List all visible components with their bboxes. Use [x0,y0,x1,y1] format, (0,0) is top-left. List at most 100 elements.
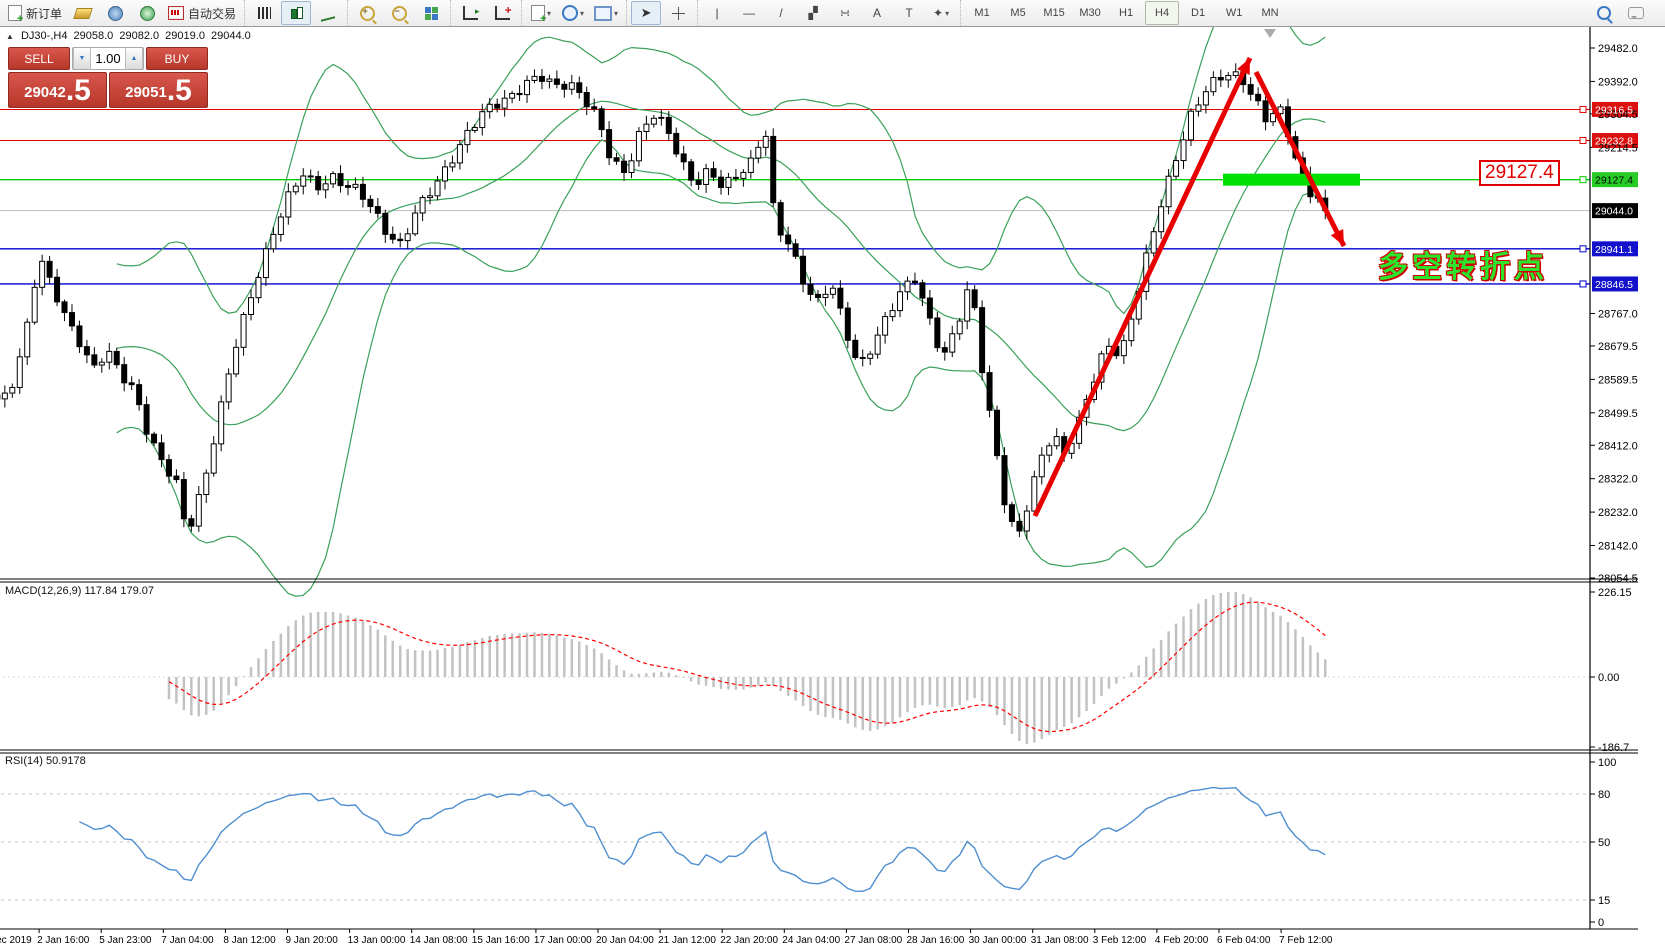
svg-text:27 Jan 08:00: 27 Jan 08:00 [844,935,902,946]
sell-price-main: 29042 [24,84,66,101]
fibonacci-icon: ∺ [840,6,851,20]
volume-increase-button[interactable]: ▲ [125,48,143,69]
svg-text:29214.5: 29214.5 [1598,142,1638,154]
channel-button[interactable]: ▞ [798,1,828,25]
turning-point-annotation[interactable]: 多空转折点 [1378,251,1548,284]
svg-text:15 Jan 16:00: 15 Jan 16:00 [472,935,530,946]
profiles-button[interactable]: ▾ [558,1,588,25]
trend-arrow[interactable] [1032,56,1253,518]
zoom-in-icon: + [359,5,375,21]
zoom-out-icon: − [391,5,407,21]
search-button[interactable] [1589,1,1619,25]
symbol-ohlc-line: ▲ DJ30-,H4 29058.0 29082.0 29019.0 29044… [6,30,254,42]
axes [0,27,1638,930]
new-order-button[interactable]: + 新订单 [4,1,66,25]
tile-windows-icon [424,6,438,20]
auto-trading-button[interactable]: 自动交易 [164,1,240,25]
volume-decrease-button[interactable]: ▼ [73,48,91,69]
time-axis[interactable] [0,929,1282,933]
svg-text:29482.0: 29482.0 [1598,43,1638,55]
timeframe-h4[interactable]: H4 [1145,1,1180,25]
ohlc-low: 29019.0 [165,30,205,42]
svg-text:29232.8: 29232.8 [1595,136,1633,148]
svg-text:14 Jan 08:00: 14 Jan 08:00 [410,935,468,946]
text-button[interactable]: A [862,1,892,25]
vertical-line-button[interactable]: | [702,1,732,25]
timeframe-d1[interactable]: D1 [1191,7,1206,19]
crosshair-button[interactable] [663,1,693,25]
line-chart-button[interactable] [313,1,343,25]
signals-button[interactable] [132,1,162,25]
horizontal-line-button[interactable]: — [734,1,764,25]
support-button[interactable] [100,1,130,25]
svg-text:28322.0: 28322.0 [1598,474,1638,486]
price-axis[interactable] [1590,47,1638,579]
svg-text:50: 50 [1598,837,1610,849]
label-button[interactable]: T [894,1,924,25]
chart-canvas[interactable]: 29482.0 29392.0 29304.5 29214.5 28767.0 28679… [0,27,1665,948]
main-toolbar: + 新订单 自动交易 + − +▾ ▾ ▾ ➤ | [0,0,1665,27]
symbol-name: DJ30-,H4 [20,30,68,42]
chat-button[interactable] [1621,1,1651,25]
svg-text:28679.5: 28679.5 [1598,341,1638,353]
trend-arrow[interactable] [1253,70,1347,248]
support-agent-icon [107,5,123,21]
sell-button[interactable]: SELL [8,47,70,70]
horizontal-lines[interactable] [0,105,1590,288]
timeframe-w1[interactable]: W1 [1225,7,1243,19]
support-zone-rect[interactable] [1223,173,1360,186]
timeframe-m5[interactable]: M5 [1010,7,1026,19]
svg-text:226.15: 226.15 [1598,587,1632,599]
new-chart-icon: + [531,5,546,25]
cursor-icon: ➤ [640,5,652,20]
cursor-button[interactable]: ➤ [631,1,662,25]
buy-button[interactable]: BUY [146,47,208,70]
search-icon [1597,6,1611,20]
shapes-button[interactable]: ✦ ▾ [933,6,950,20]
svg-text:31 Dec 2019: 31 Dec 2019 [0,935,32,946]
new-order-icon: + [8,5,23,25]
svg-text:29044.0: 29044.0 [1595,206,1633,218]
indicators-button[interactable]: ▾ [590,1,622,25]
shapes-icon: ✦ [933,6,944,20]
buy-price[interactable]: 29051 .5 [109,72,208,108]
svg-text:3 Feb 12:00: 3 Feb 12:00 [1093,935,1147,946]
zoom-in-button[interactable]: + [352,1,382,25]
timeframe-h1[interactable]: H1 [1119,7,1134,19]
timeframe-m1[interactable]: M1 [974,7,990,19]
volume-value[interactable]: 1.00 [91,48,125,69]
macd-indicator [0,592,1590,744]
volume-stepper: ▼ 1.00 ▲ [72,47,144,70]
ohlc-open: 29058.0 [73,30,114,42]
svg-text:24 Jan 04:00: 24 Jan 04:00 [782,935,840,946]
svg-text:31 Jan 08:00: 31 Jan 08:00 [1031,935,1089,946]
svg-text:7 Jan 04:00: 7 Jan 04:00 [161,935,214,946]
svg-text:28 Jan 16:00: 28 Jan 16:00 [907,935,965,946]
timeframe-m15[interactable]: M15 [1043,7,1065,19]
rsi-label: RSI(14) 50.9178 [5,755,86,767]
svg-text:28054.5: 28054.5 [1598,573,1638,585]
trendline-button[interactable]: / [766,1,796,25]
price-flag-label[interactable]: 29127.4 [1479,160,1560,186]
tile-windows-button[interactable] [416,1,446,25]
new-chart-button[interactable]: + ▾ [526,1,556,25]
chart-window[interactable]: 29482.0 29392.0 29304.5 29214.5 28767.0 28679… [0,27,1665,948]
collapse-trade-panel-icon[interactable]: ▲ [6,32,14,41]
chart-shift-button[interactable] [487,1,517,25]
svg-text:28767.0: 28767.0 [1598,308,1638,320]
sell-price[interactable]: 29042 .5 [8,72,107,108]
gold-button[interactable] [68,1,98,25]
fibonacci-button[interactable]: ∺ [830,1,860,25]
bar-chart-button[interactable] [249,1,279,25]
auto-scroll-button[interactable] [455,1,485,25]
svg-text:29304.5: 29304.5 [1598,109,1638,121]
chart-shift-marker[interactable] [1264,29,1276,38]
zoom-out-button[interactable]: − [384,1,414,25]
candlestick-icon [289,6,304,20]
vertical-line-icon: | [715,6,719,20]
timeframe-m30[interactable]: M30 [1079,7,1101,19]
svg-text:28846.5: 28846.5 [1595,279,1633,291]
timeframe-mn[interactable]: MN [1261,7,1279,19]
auto-trading-icon [168,6,185,20]
candlestick-chart-button[interactable] [281,1,312,25]
